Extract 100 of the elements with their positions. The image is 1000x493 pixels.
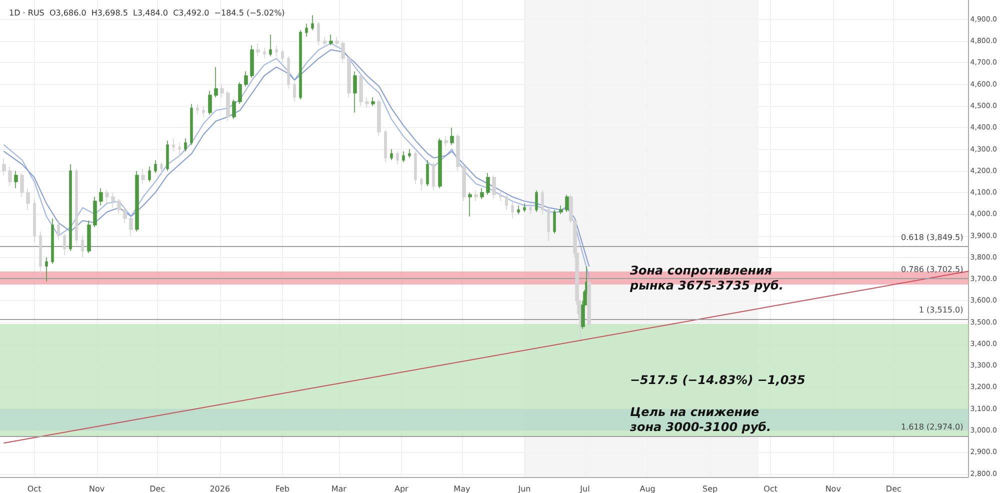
x-tick-label: May bbox=[454, 484, 470, 493]
candlestick bbox=[311, 14, 314, 31]
candlestick bbox=[474, 190, 478, 202]
candlestick bbox=[480, 188, 484, 200]
candlestick bbox=[553, 209, 556, 234]
candlestick bbox=[535, 190, 538, 212]
candlestick bbox=[141, 168, 145, 184]
candlestick bbox=[26, 188, 30, 210]
x-tick-label: Apr bbox=[394, 484, 410, 493]
candlestick bbox=[269, 34, 272, 57]
candlestick bbox=[75, 168, 78, 245]
candlestick bbox=[57, 220, 60, 241]
candlestick bbox=[196, 103, 199, 116]
candlestick bbox=[184, 138, 187, 152]
candlestick bbox=[232, 99, 236, 120]
candlestick bbox=[214, 66, 218, 98]
x-tick-label: Dec bbox=[886, 484, 902, 493]
candlestick bbox=[99, 188, 103, 206]
x-tick-label: Sep bbox=[702, 484, 718, 493]
candlestick bbox=[511, 200, 514, 219]
candlestick bbox=[305, 23, 308, 38]
candlestick bbox=[117, 198, 121, 215]
candlestick bbox=[323, 36, 327, 48]
candlestick bbox=[123, 207, 127, 224]
candlestick bbox=[220, 84, 224, 98]
candlestick bbox=[377, 99, 381, 137]
candlestick bbox=[444, 136, 448, 148]
x-tick-label: Jun bbox=[517, 484, 531, 493]
candlestick bbox=[486, 172, 490, 196]
candlestick bbox=[190, 103, 193, 146]
candlestick bbox=[160, 162, 163, 176]
candlestick bbox=[33, 198, 36, 243]
candlestick bbox=[396, 151, 399, 165]
candlestick bbox=[14, 170, 18, 189]
candlestick bbox=[547, 207, 550, 242]
ref-line-label: 0.618 (3,849.5) bbox=[901, 233, 964, 242]
candlestick bbox=[335, 36, 339, 48]
candlestick bbox=[517, 205, 520, 215]
candlestick bbox=[263, 47, 266, 59]
candlestick bbox=[45, 257, 48, 282]
candlestick bbox=[148, 166, 151, 182]
candlestick bbox=[166, 140, 169, 172]
candlestick bbox=[384, 129, 387, 163]
candlestick bbox=[347, 56, 351, 98]
candlestick bbox=[390, 148, 393, 160]
x-tick-label: Nov bbox=[89, 484, 105, 493]
candlestick bbox=[51, 218, 54, 264]
band-label: Цель на снижение зона 3000-3100 руб. bbox=[629, 405, 772, 434]
candlestick bbox=[468, 192, 472, 217]
candlestick bbox=[20, 172, 24, 198]
candlestick bbox=[559, 205, 563, 215]
candlestick bbox=[39, 231, 42, 276]
candlestick bbox=[365, 96, 369, 109]
candlestick bbox=[238, 82, 242, 104]
candlestick bbox=[287, 56, 290, 90]
candlestick bbox=[317, 21, 320, 46]
band-label: −517.5 (−14.83%) −1,035 bbox=[630, 373, 806, 388]
x-tick-label: Oct bbox=[27, 484, 42, 493]
candlestick bbox=[293, 82, 296, 102]
candlestick bbox=[202, 106, 205, 118]
candlestick bbox=[402, 151, 405, 163]
candlestick bbox=[329, 34, 333, 46]
candlestick bbox=[505, 194, 508, 210]
candlestick bbox=[341, 40, 345, 64]
candlestick bbox=[208, 90, 212, 116]
candlestick bbox=[93, 196, 97, 228]
candlestick bbox=[353, 70, 357, 113]
x-tick-label: Mar bbox=[331, 484, 348, 493]
candlestick bbox=[587, 278, 591, 326]
candlestick bbox=[256, 42, 260, 57]
candlestick bbox=[408, 148, 411, 158]
candlestick bbox=[275, 45, 278, 57]
candlestick bbox=[135, 170, 139, 232]
candlestick bbox=[499, 190, 502, 202]
ref-line-label: 1.618 (2,974.0) bbox=[901, 422, 964, 432]
x-tick-label: Aug bbox=[640, 484, 656, 493]
candlestick bbox=[105, 190, 109, 204]
candlestick bbox=[438, 138, 442, 189]
candlestick bbox=[2, 158, 6, 176]
x-tick-label: Feb bbox=[275, 484, 290, 493]
candlestick bbox=[154, 160, 157, 174]
candlestick bbox=[8, 166, 12, 186]
x-tick-label: Jul bbox=[579, 484, 590, 493]
candlestick bbox=[462, 164, 466, 202]
candlestick bbox=[250, 45, 254, 78]
candlestick bbox=[244, 70, 248, 87]
candlestick bbox=[426, 160, 429, 186]
candlestick bbox=[529, 202, 532, 215]
band-label: Зона сопротивления рынка 3675-3735 руб. bbox=[629, 263, 784, 292]
candlestick bbox=[178, 142, 181, 156]
candlestick bbox=[371, 96, 375, 106]
candlestick bbox=[420, 176, 423, 191]
candlestick bbox=[81, 235, 84, 258]
x-tick-label: Oct bbox=[764, 484, 778, 493]
candlestick bbox=[69, 164, 72, 252]
candlestick bbox=[359, 73, 363, 106]
candlestick bbox=[565, 194, 569, 212]
candlestick bbox=[492, 174, 496, 200]
x-tick-label: 2026 bbox=[210, 484, 230, 493]
candlestick bbox=[129, 216, 133, 236]
